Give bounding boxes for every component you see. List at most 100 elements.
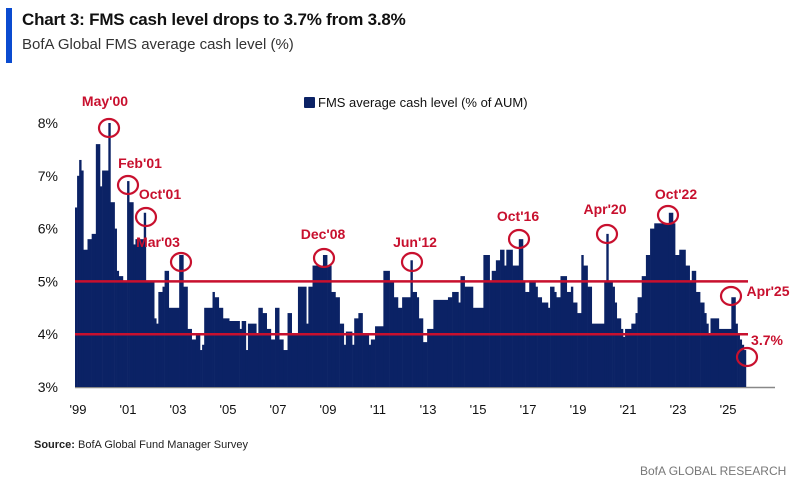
- data-bar: [368, 344, 372, 387]
- data-bar: [458, 302, 461, 387]
- data-bar: [362, 334, 370, 387]
- data-bar: [606, 233, 609, 387]
- data-bar: [95, 144, 101, 387]
- annotation-circle: [169, 251, 193, 273]
- data-bar: [570, 286, 574, 387]
- data-bar: [352, 344, 355, 387]
- annotation-circle: [735, 346, 759, 368]
- data-bar: [743, 350, 747, 387]
- data-bar: [339, 323, 345, 387]
- annotation-label: Apr'20: [583, 201, 626, 217]
- data-bar: [287, 313, 292, 387]
- data-bar: [679, 249, 686, 387]
- legend: FMS average cash level (% of AUM): [304, 95, 528, 110]
- data-bar: [537, 297, 543, 387]
- data-bar: [164, 270, 170, 387]
- data-bar: [668, 212, 674, 387]
- data-bar: [247, 323, 257, 387]
- chart-subtitle: BofA Global FMS average cash level (%): [22, 36, 294, 53]
- data-bar: [279, 339, 284, 387]
- data-bar: [397, 307, 403, 387]
- data-bar: [222, 318, 230, 387]
- data-bar: [110, 202, 115, 387]
- data-bar: [547, 307, 551, 387]
- data-bar: [214, 297, 220, 387]
- annotation-label: Dec'08: [301, 226, 346, 242]
- data-bar: [612, 286, 615, 387]
- title-accent-bar: [6, 8, 12, 63]
- data-bar: [275, 307, 280, 387]
- data-bar: [695, 291, 701, 387]
- data-bar: [114, 228, 117, 387]
- data-bar: [256, 334, 259, 387]
- y-tick-label: 7%: [38, 168, 58, 184]
- x-tick-label: '07: [270, 402, 287, 417]
- data-bar: [393, 297, 399, 387]
- data-bar: [554, 291, 557, 387]
- data-bar: [158, 291, 163, 387]
- data-bar: [550, 286, 555, 387]
- data-bar: [87, 239, 92, 387]
- x-tick-label: '13: [420, 402, 437, 417]
- data-bar: [79, 159, 82, 387]
- data-bar: [118, 276, 124, 387]
- data-bar: [262, 313, 267, 387]
- annotation-circle: [719, 285, 743, 307]
- data-bar: [241, 321, 247, 387]
- data-bar: [187, 328, 192, 387]
- data-bar: [572, 302, 578, 387]
- data-bar: [577, 313, 582, 387]
- data-bar: [535, 286, 538, 387]
- data-bar: [191, 339, 197, 387]
- data-bar: [410, 260, 413, 387]
- data-bar: [500, 249, 505, 387]
- data-bar: [183, 286, 188, 387]
- data-bar: [710, 318, 720, 387]
- data-bar: [672, 223, 676, 387]
- data-bar: [345, 331, 353, 387]
- data-bar: [433, 299, 449, 387]
- data-bar: [616, 318, 622, 387]
- x-tick-label: '15: [470, 402, 487, 417]
- data-bar: [375, 326, 384, 387]
- x-tick-label: '21: [620, 402, 637, 417]
- x-tick-label: '11: [370, 402, 386, 417]
- data-bar: [135, 239, 145, 387]
- data-bar: [179, 255, 184, 387]
- data-bar: [495, 260, 501, 387]
- data-bar: [308, 286, 313, 387]
- data-bar: [691, 270, 697, 387]
- data-bar: [460, 276, 465, 387]
- data-bar: [512, 265, 520, 387]
- y-tick-label: 8%: [38, 115, 58, 131]
- annotation-label: 3.7%: [751, 332, 783, 348]
- data-bar: [422, 342, 428, 387]
- annotation-label: Oct'22: [655, 186, 697, 202]
- x-tick-label: '23: [670, 402, 687, 417]
- data-bar: [229, 321, 240, 387]
- data-bar: [622, 336, 626, 387]
- data-bar: [343, 344, 347, 387]
- data-bar: [566, 291, 572, 387]
- data-bar: [708, 334, 711, 387]
- data-bar: [358, 313, 363, 387]
- data-bar: [322, 255, 328, 387]
- data-bar: [102, 170, 109, 387]
- data-bar: [483, 255, 490, 387]
- annotation-circle: [134, 206, 158, 228]
- data-bar: [81, 170, 84, 387]
- data-bar: [641, 276, 647, 387]
- y-tick-label: 3%: [38, 379, 58, 395]
- data-bar: [581, 255, 584, 387]
- data-bar: [383, 270, 390, 387]
- data-bar: [204, 307, 213, 387]
- x-tick-label: '99: [70, 402, 87, 417]
- data-bar: [370, 339, 376, 387]
- data-bar: [447, 297, 453, 387]
- data-bar: [129, 202, 134, 387]
- annotation-circle: [595, 223, 619, 245]
- data-bar: [675, 255, 680, 387]
- y-tick-label: 4%: [38, 326, 58, 342]
- data-bar: [100, 186, 103, 387]
- data-bar: [631, 323, 636, 387]
